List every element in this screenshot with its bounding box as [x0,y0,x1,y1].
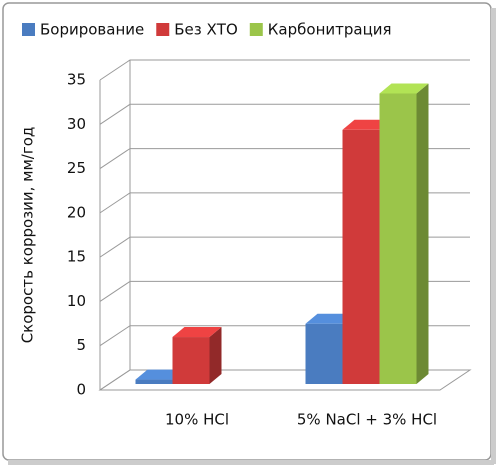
x-tick-label: 10% HCl [165,411,229,429]
y-tick-label: 0 [76,381,86,399]
bar-side [209,327,222,384]
legend-swatch [249,23,263,36]
bar [342,129,380,384]
y-tick-label: 30 [67,115,86,133]
bar [379,93,417,384]
y-tick-label: 15 [67,248,86,266]
bar-side [416,83,429,384]
y-tick-label: 20 [67,203,86,221]
legend-label: Борирование [40,21,144,39]
grid-line [99,103,470,125]
shadow [8,460,494,465]
bar-top [305,313,355,324]
y-tick-label: 5 [76,336,86,354]
bar [172,337,210,384]
bar [305,323,343,384]
legend-label: Без ХТО [174,21,238,39]
legend-swatch [156,23,170,36]
y-axis-label: Скорость коррозии, мм/год [19,127,37,344]
legend-label: Карбонитрация [268,21,392,39]
bar-top [172,327,222,338]
x-tick-label: 5% NaCl + 3% HCl [297,411,437,429]
y-tick-label: 10 [67,292,86,310]
bar-top [135,369,185,380]
legend-swatch [22,23,35,36]
y-tick-label: 35 [67,71,86,89]
bar-top [379,83,429,94]
bar-top [342,119,392,130]
bar [135,379,173,384]
grid-line [99,59,470,81]
y-tick-label: 25 [67,159,86,177]
shadow [491,8,496,464]
